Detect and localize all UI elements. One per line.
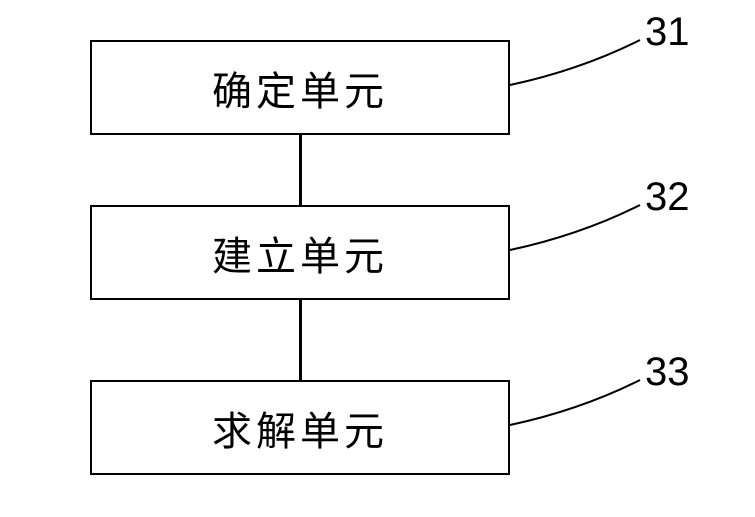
- leader-line-1: [500, 30, 650, 100]
- connector-1-2: [299, 135, 302, 205]
- label-33: 33: [645, 350, 690, 395]
- leader-line-2: [500, 195, 650, 265]
- box-solve-unit-text: 求解单元: [212, 399, 388, 457]
- box-determine-unit-text: 确定单元: [212, 59, 388, 117]
- label-31: 31: [645, 10, 690, 55]
- box-establish-unit-text: 建立单元: [212, 224, 388, 282]
- connector-2-3: [299, 300, 302, 380]
- label-32: 32: [645, 175, 690, 220]
- box-establish-unit: 建立单元: [90, 205, 510, 300]
- leader-line-3: [500, 370, 650, 440]
- box-determine-unit: 确定单元: [90, 40, 510, 135]
- box-solve-unit: 求解单元: [90, 380, 510, 475]
